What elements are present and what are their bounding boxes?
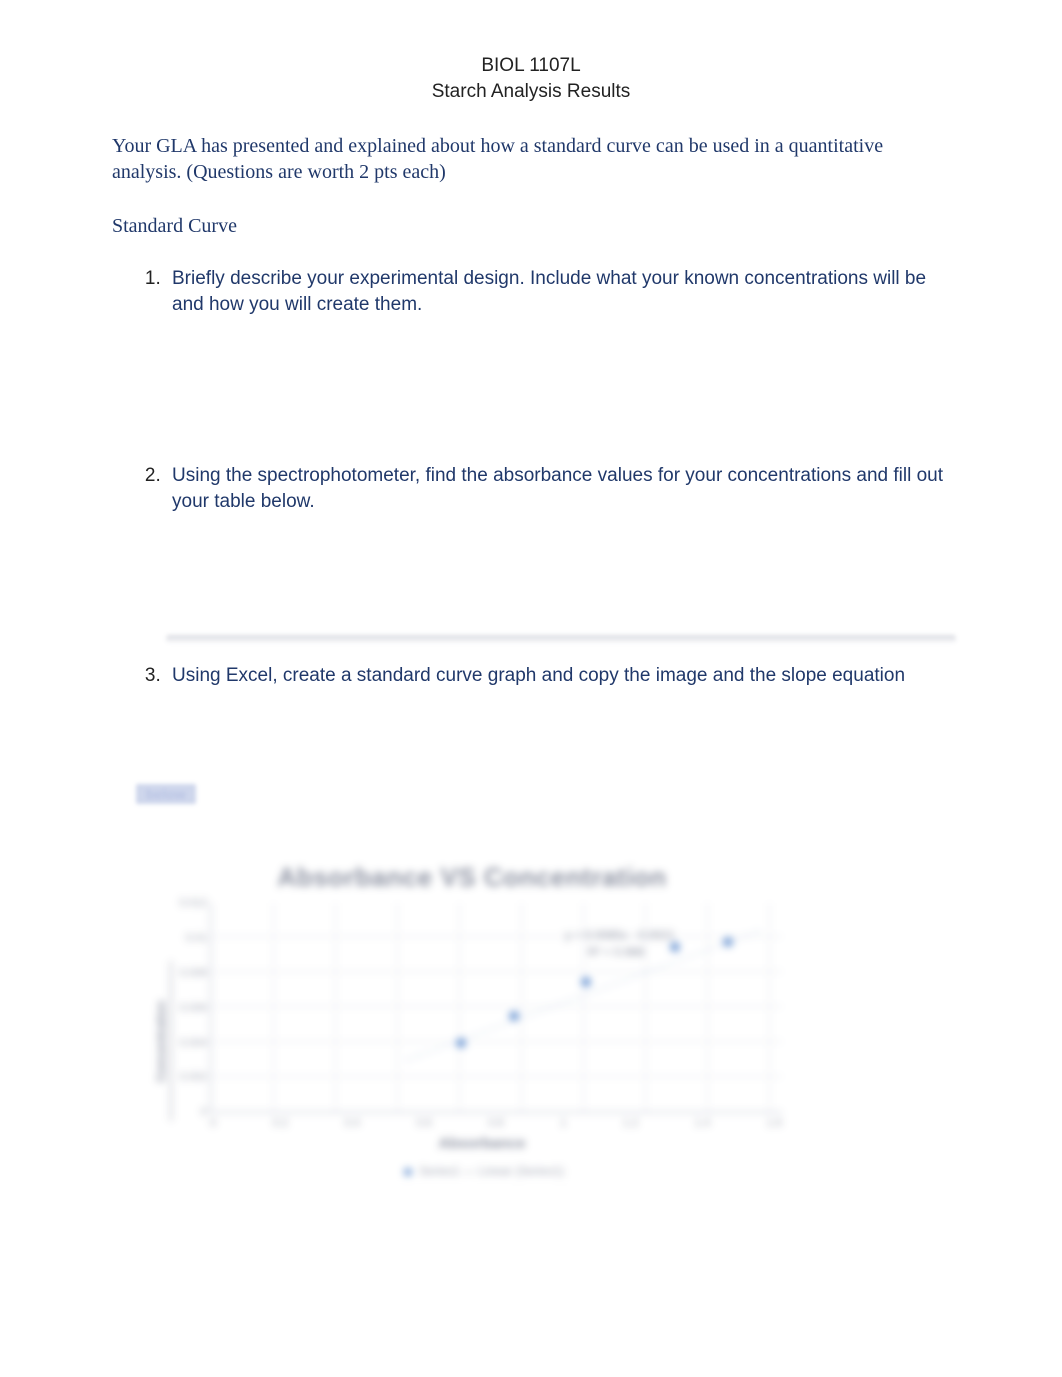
question-text: Briefly describe your experimental desig… xyxy=(172,268,926,315)
table-placeholder-shadow xyxy=(166,635,956,643)
chart-plot-area: 00.0020.0040.0060.0080.010.012y = 0.0085… xyxy=(210,903,782,1113)
question-text: Using the spectrophotometer, find the ab… xyxy=(172,465,943,512)
chart-y-tick: 0 xyxy=(177,1106,207,1118)
chart-x-tick: 0.6 xyxy=(416,1117,431,1129)
intro-paragraph: Your GLA has presented and explained abo… xyxy=(112,133,950,185)
section-heading: Standard Curve xyxy=(112,215,950,238)
blurred-label: below xyxy=(136,784,196,804)
chart-x-tick: 0 xyxy=(210,1117,216,1129)
chart-x-tick: 0.2 xyxy=(273,1117,288,1129)
chart-x-tick: 1.6 xyxy=(767,1117,782,1129)
chart-body: Concentration 00.0020.0040.0060.0080.010… xyxy=(152,903,792,1178)
question-item: Using Excel, create a standard curve gra… xyxy=(166,663,950,689)
question-item: Using the spectrophotometer, find the ab… xyxy=(166,463,950,642)
chart-y-tick: 0.01 xyxy=(177,932,207,944)
chart-x-axis-label: Absorbance xyxy=(172,1135,792,1152)
chart-plot-column: 00.0020.0040.0060.0080.010.012y = 0.0085… xyxy=(172,903,792,1178)
chart-y-axis-label: Concentration xyxy=(152,961,172,1121)
chart-x-tick: 0.4 xyxy=(345,1117,360,1129)
chart-y-tick: 0.002 xyxy=(177,1071,207,1083)
chart-x-tick: 1.2 xyxy=(623,1117,638,1129)
chart-y-tick: 0.004 xyxy=(177,1037,207,1049)
chart-legend-text: Series1 — Linear (Series1) xyxy=(419,1164,564,1178)
page-header: BIOL 1107L Starch Analysis Results xyxy=(112,55,950,103)
chart-data-point xyxy=(456,1038,466,1048)
chart-data-point xyxy=(509,1011,519,1021)
answer-space xyxy=(172,317,950,457)
standard-curve-chart: Absorbance VS Concentration Concentratio… xyxy=(142,844,802,1188)
chart-legend: Series1 — Linear (Series1) xyxy=(172,1164,792,1178)
chart-y-tick: 0.008 xyxy=(177,967,207,979)
chart-data-point xyxy=(581,977,591,987)
chart-data-point xyxy=(670,942,680,952)
chart-x-axis-ticks: 0 0.2 0.4 0.6 0.8 1 1.2 1.4 1.6 xyxy=(210,1113,782,1129)
legend-marker-icon xyxy=(404,1168,412,1176)
chart-equation: y = 0.0085x - 0.0021 xyxy=(565,928,675,942)
chart-x-tick: 1 xyxy=(560,1117,566,1129)
answer-space xyxy=(172,515,950,635)
question-item: Briefly describe your experimental desig… xyxy=(166,266,950,457)
question-list: Briefly describe your experimental desig… xyxy=(112,266,950,688)
chart-x-tick: 0.8 xyxy=(488,1117,503,1129)
course-code: BIOL 1107L xyxy=(112,55,950,77)
chart-data-point xyxy=(723,937,733,947)
question-text: Using Excel, create a standard curve gra… xyxy=(172,665,905,686)
chart-r-squared: R² = 0.988 xyxy=(588,945,644,959)
page-title: Starch Analysis Results xyxy=(112,81,950,103)
chart-x-tick: 1.4 xyxy=(695,1117,710,1129)
document-page: BIOL 1107L Starch Analysis Results Your … xyxy=(0,0,1062,1188)
chart-y-tick: 0.006 xyxy=(177,1002,207,1014)
chart-y-tick: 0.012 xyxy=(177,897,207,909)
chart-title: Absorbance VS Concentration xyxy=(152,862,792,893)
chart-trendline xyxy=(211,903,782,1112)
